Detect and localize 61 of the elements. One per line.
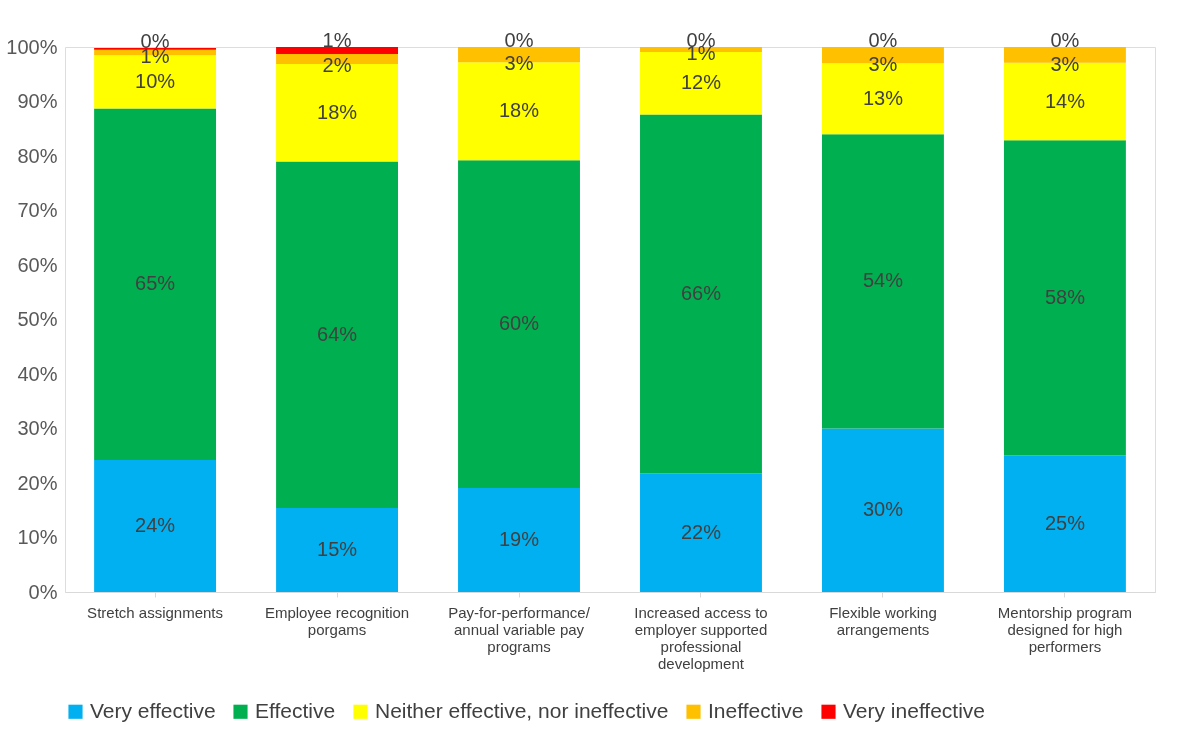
legend-label: Very effective	[90, 698, 216, 722]
x-tick-label: Increased access to employer supported professional development	[634, 603, 768, 672]
y-tick-label: 0%	[28, 580, 58, 603]
legend-label: Ineffective	[708, 698, 804, 722]
data-label: 60%	[499, 312, 540, 335]
data-label: 10%	[135, 69, 176, 92]
data-label: 54%	[862, 269, 904, 292]
data-label: 15%	[317, 538, 358, 561]
data-label: 13%	[862, 86, 904, 109]
data-label: 22%	[680, 520, 722, 543]
data-label: 18%	[317, 100, 358, 123]
bar	[458, 487, 580, 592]
y-tick-label: 20%	[17, 471, 58, 494]
data-label: 58%	[1044, 285, 1086, 308]
bar	[276, 161, 399, 509]
data-label: 1%	[322, 29, 352, 51]
bar	[94, 460, 217, 592]
y-tick-label: 60%	[17, 253, 58, 276]
x-tick-label: Stretch assignments	[87, 603, 224, 621]
bar	[94, 108, 217, 461]
bar	[1003, 140, 1126, 456]
legend-label: Neither effective, nor ineffective	[375, 698, 669, 722]
data-label: 24%	[135, 514, 176, 537]
data-label: 64%	[317, 322, 358, 345]
bar	[1003, 455, 1126, 592]
y-tick-label: 10%	[17, 526, 58, 548]
bar	[458, 160, 580, 488]
data-label: 12%	[680, 71, 722, 94]
data-label: 3%	[1050, 52, 1080, 75]
y-tick-label: 100%	[6, 35, 58, 58]
legend-label: Effective	[255, 698, 336, 722]
data-label: 0%	[504, 29, 534, 51]
y-tick-label: 50%	[17, 308, 58, 330]
bar	[640, 114, 762, 474]
data-label: 0%	[1050, 29, 1080, 51]
bar	[276, 508, 399, 592]
bar	[640, 473, 762, 592]
data-label: 65%	[135, 272, 176, 295]
x-tick-label: Pay-for-performance/ annual variable pay programs	[448, 603, 591, 655]
data-label: 66%	[680, 281, 722, 304]
y-tick-label: 30%	[17, 417, 58, 439]
y-tick-label: 90%	[17, 90, 58, 112]
data-label: 30%	[862, 498, 904, 521]
data-label: 19%	[499, 527, 540, 550]
bar	[821, 428, 944, 592]
data-label: 3%	[868, 53, 898, 76]
data-label: 3%	[504, 52, 534, 75]
x-tick-label: Employee recognition porgams	[264, 603, 410, 638]
data-label: 0%	[868, 29, 898, 51]
y-tick-label: 70%	[17, 199, 58, 221]
legend-label: Very ineffective	[843, 698, 986, 722]
data-label: 25%	[1044, 511, 1086, 534]
data-label: 2%	[322, 53, 352, 76]
y-tick-label: 40%	[17, 362, 58, 385]
bar	[276, 47, 399, 55]
data-label: 14%	[1044, 89, 1086, 112]
bar	[821, 134, 944, 429]
x-tick-label: Flexible working arrangements	[829, 603, 937, 638]
y-tick-label: 80%	[17, 144, 58, 167]
x-tick-label: Mentorship program designed for high performers	[997, 603, 1133, 655]
data-label: 18%	[499, 99, 540, 122]
